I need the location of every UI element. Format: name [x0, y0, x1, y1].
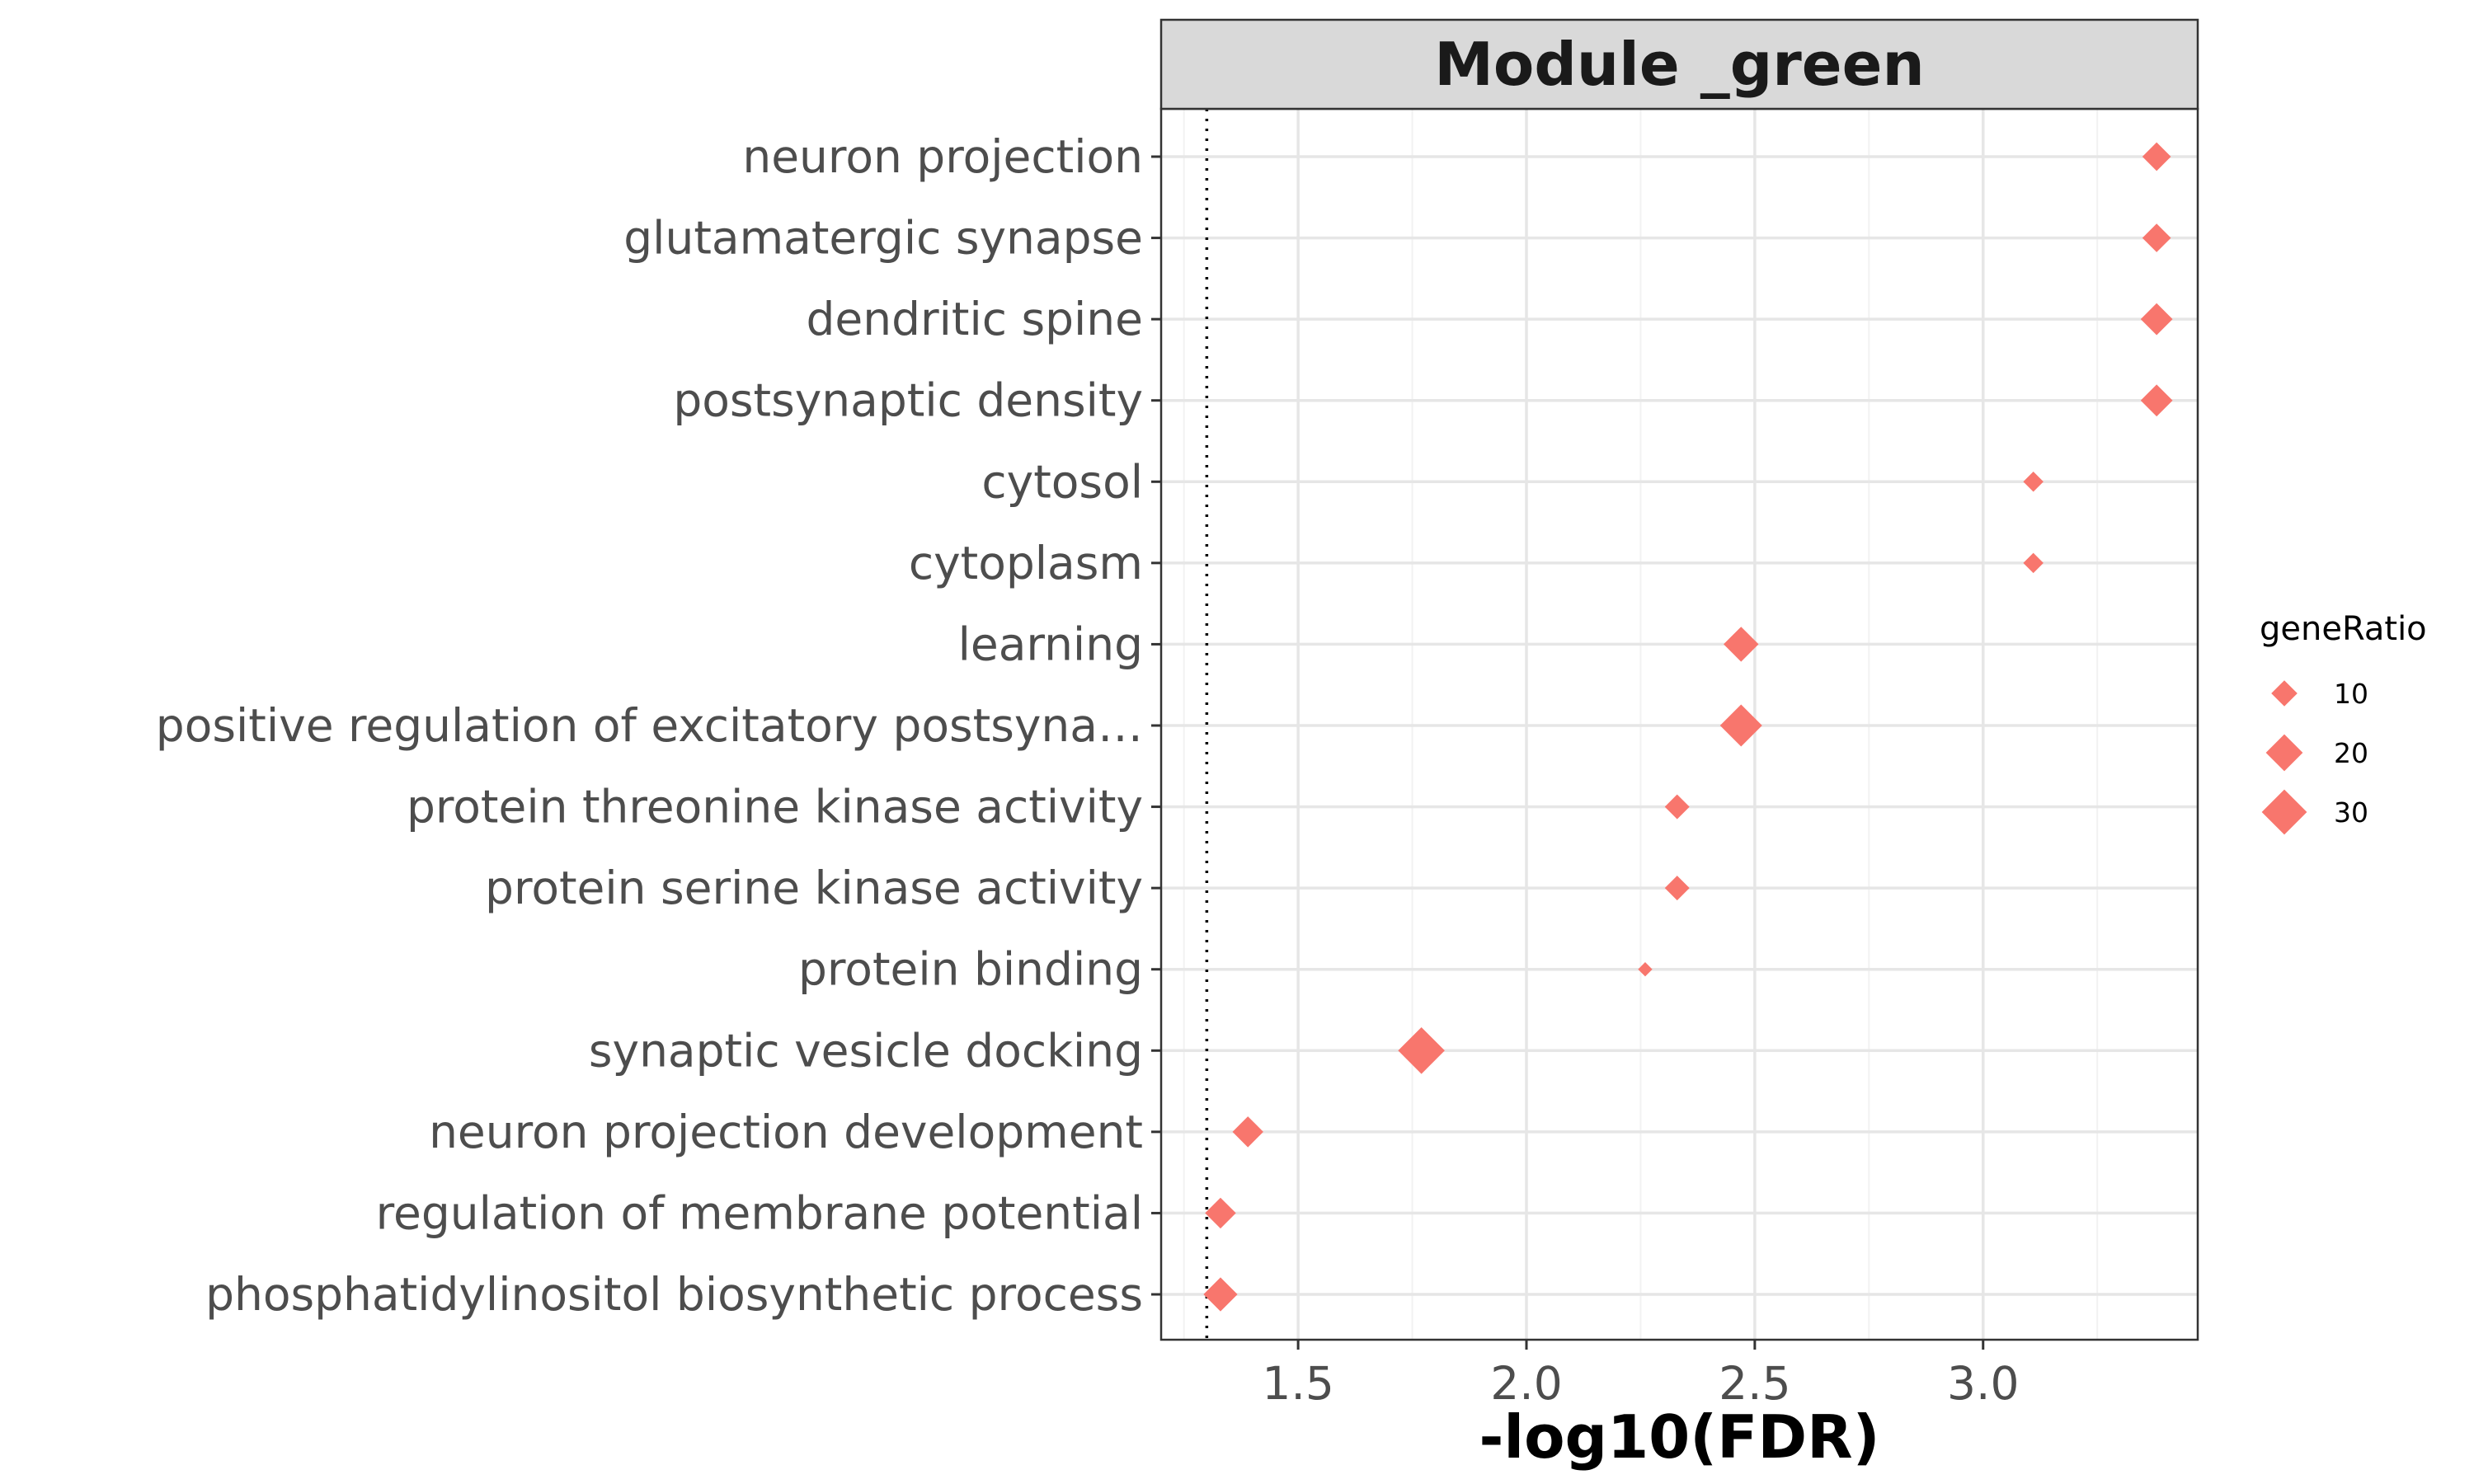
y-axis: neuron projection glutamatergic synapse de…: [156, 130, 1161, 1321]
data-point: [1203, 1277, 1238, 1312]
y-tick-label: synaptic vesicle docking: [589, 1024, 1143, 1077]
data-point: [2140, 303, 2173, 336]
data-points: [1203, 142, 2173, 1312]
data-point: [1398, 1027, 1445, 1074]
y-tick-label: neuron projection development: [429, 1106, 1143, 1158]
y-tick-label: neuron projection: [742, 130, 1143, 183]
legend-label: 20: [2334, 737, 2368, 769]
legend-title: geneRatio: [2260, 610, 2427, 648]
data-point: [2142, 223, 2171, 252]
y-tick-label: protein serine kinase activity: [485, 862, 1143, 914]
y-tick-label: postsynaptic density: [673, 374, 1143, 427]
y-tick-label: cytoplasm: [909, 537, 1143, 589]
major-grid: [1161, 109, 2198, 1340]
legend-label: 30: [2334, 796, 2368, 829]
facet-title: Module _green: [1434, 30, 1924, 99]
y-tick-label: regulation of membrane potential: [376, 1186, 1143, 1239]
x-axis-title: -log10(FDR): [1479, 1402, 1880, 1472]
x-tick-label: 1.5: [1262, 1357, 1333, 1410]
data-point: [1719, 704, 1762, 747]
data-point: [1638, 962, 1653, 977]
legend: geneRatio 10 20 30: [2260, 610, 2427, 835]
y-tick-label: dendritic spine: [806, 293, 1143, 345]
x-axis: 1.5 2.0 2.5 3.0: [1262, 1340, 2019, 1410]
data-point: [2023, 552, 2044, 574]
y-tick-label: protein binding: [798, 943, 1143, 996]
legend-key: [2261, 789, 2307, 835]
y-tick-label: positive regulation of excitatory postsy…: [156, 699, 1143, 752]
data-point: [2023, 472, 2044, 492]
y-tick-label: learning: [958, 618, 1143, 670]
legend-key: [2265, 734, 2303, 772]
y-tick-label: glutamatergic synapse: [623, 212, 1143, 265]
x-tick-label: 2.5: [1719, 1357, 1790, 1410]
data-point: [1232, 1116, 1263, 1148]
data-point: [2140, 384, 2173, 417]
facet-strip: [1159, 18, 2199, 110]
y-tick-label: protein threonine kinase activity: [407, 781, 1143, 834]
x-tick-label: 3.0: [1947, 1357, 2019, 1410]
data-point: [1724, 627, 1759, 662]
data-point: [1205, 1197, 1236, 1229]
data-point: [2142, 142, 2171, 171]
data-point: [1664, 876, 1690, 901]
y-tick-label: cytosol: [981, 455, 1143, 508]
data-point: [1664, 794, 1690, 819]
legend-label: 10: [2334, 678, 2368, 710]
x-tick-label: 2.0: [1490, 1357, 1562, 1410]
y-tick-label: phosphatidylinositol biosynthetic proces…: [205, 1268, 1143, 1321]
legend-key: [2271, 680, 2298, 707]
